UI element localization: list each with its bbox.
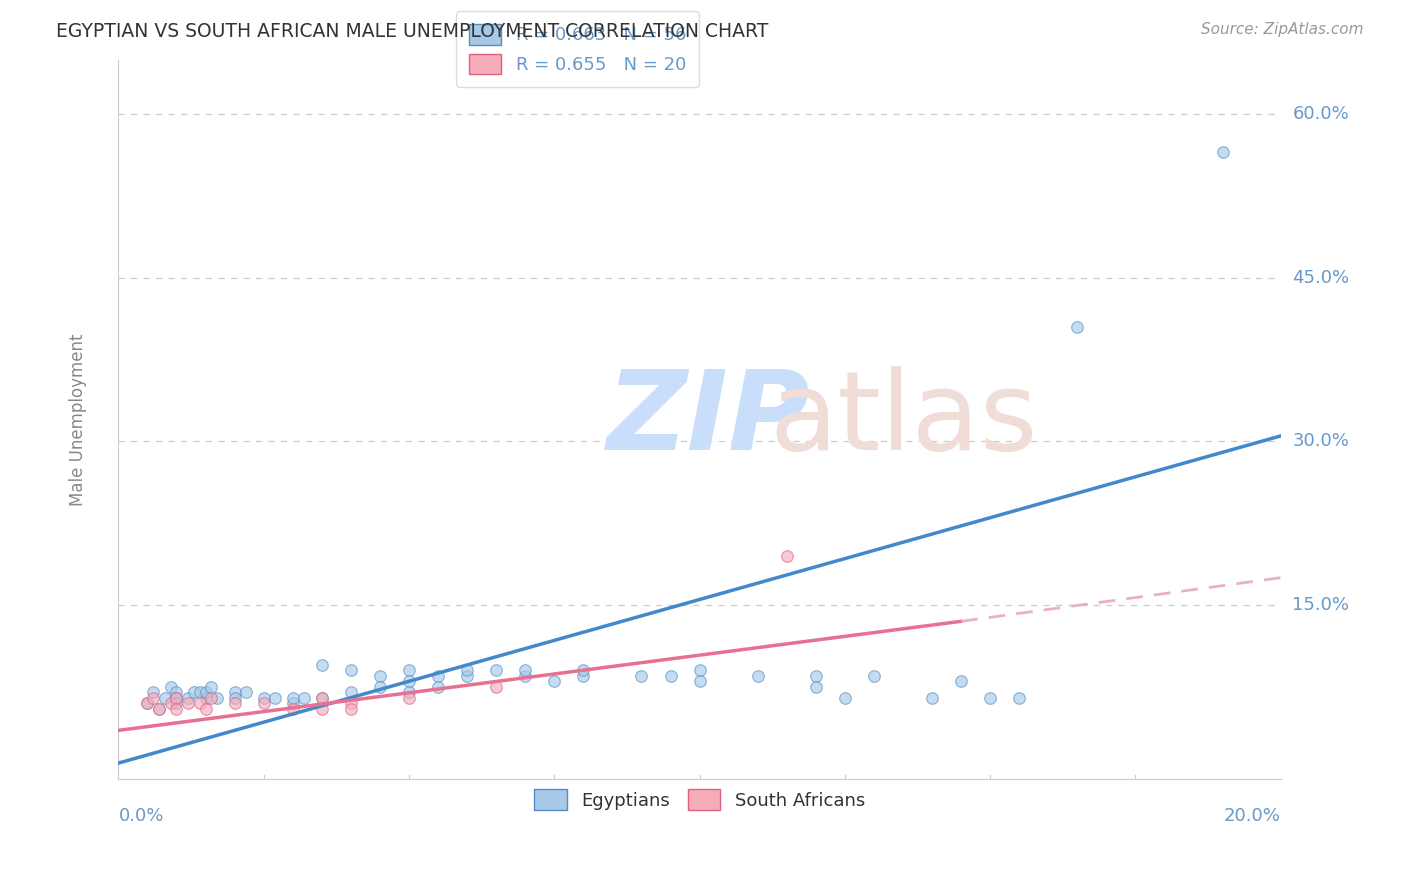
Point xyxy=(515,664,537,678)
Point xyxy=(398,664,420,678)
Point xyxy=(166,685,188,699)
Point xyxy=(398,674,420,689)
Point xyxy=(311,701,333,715)
Text: Male Unemployment: Male Unemployment xyxy=(69,334,87,506)
Text: EGYPTIAN VS SOUTH AFRICAN MALE UNEMPLOYMENT CORRELATION CHART: EGYPTIAN VS SOUTH AFRICAN MALE UNEMPLOYM… xyxy=(56,22,769,41)
Point xyxy=(950,674,973,689)
Point xyxy=(166,701,188,715)
Text: atlas: atlas xyxy=(769,366,1038,473)
Point xyxy=(177,696,200,710)
Point xyxy=(200,690,222,705)
Point xyxy=(485,680,508,694)
Point xyxy=(515,669,537,683)
Point xyxy=(136,696,159,710)
Point xyxy=(281,690,304,705)
Point xyxy=(235,685,257,699)
Point xyxy=(136,696,159,710)
Point xyxy=(159,680,181,694)
Point xyxy=(456,664,478,678)
Point xyxy=(311,690,333,705)
Point xyxy=(804,669,827,683)
Point xyxy=(311,657,333,672)
Legend: Egyptians, South Africans: Egyptians, South Africans xyxy=(527,782,872,817)
Point xyxy=(205,690,228,705)
Point xyxy=(1008,690,1031,705)
Point xyxy=(166,690,188,705)
Point xyxy=(834,690,856,705)
Point xyxy=(194,690,217,705)
Point xyxy=(311,690,333,705)
Point xyxy=(148,701,170,715)
Point xyxy=(166,690,188,705)
Point xyxy=(572,664,595,678)
Point xyxy=(398,685,420,699)
Point xyxy=(188,696,211,710)
Point xyxy=(153,690,176,705)
Point xyxy=(200,680,222,694)
Point xyxy=(224,690,246,705)
Point xyxy=(689,664,711,678)
Point xyxy=(183,685,205,699)
Point xyxy=(292,690,315,705)
Point xyxy=(804,680,827,694)
Point xyxy=(264,690,287,705)
Point xyxy=(427,680,450,694)
Point xyxy=(1212,145,1234,160)
Point xyxy=(543,674,565,689)
Point xyxy=(281,701,304,715)
Text: 0.0%: 0.0% xyxy=(118,806,163,825)
Point xyxy=(630,669,652,683)
Point xyxy=(194,685,217,699)
Point xyxy=(340,696,363,710)
Point xyxy=(776,549,799,563)
Point xyxy=(224,696,246,710)
Text: 45.0%: 45.0% xyxy=(1292,268,1350,286)
Point xyxy=(921,690,943,705)
Point xyxy=(253,690,276,705)
Point xyxy=(188,685,211,699)
Point xyxy=(166,696,188,710)
Point xyxy=(572,669,595,683)
Text: 15.0%: 15.0% xyxy=(1292,596,1350,614)
Text: Source: ZipAtlas.com: Source: ZipAtlas.com xyxy=(1201,22,1364,37)
Point xyxy=(253,696,276,710)
Point xyxy=(194,701,217,715)
Point xyxy=(142,690,165,705)
Point xyxy=(427,669,450,683)
Text: 20.0%: 20.0% xyxy=(1225,806,1281,825)
Point xyxy=(456,669,478,683)
Point xyxy=(979,690,1001,705)
Text: 60.0%: 60.0% xyxy=(1292,105,1350,123)
Point xyxy=(485,664,508,678)
Point xyxy=(340,701,363,715)
Point xyxy=(340,685,363,699)
Point xyxy=(747,669,769,683)
Point xyxy=(1066,319,1088,334)
Text: ZIP: ZIP xyxy=(606,366,810,473)
Point xyxy=(863,669,886,683)
Point xyxy=(659,669,682,683)
Point xyxy=(340,664,363,678)
Point xyxy=(159,696,181,710)
Point xyxy=(368,680,391,694)
Point xyxy=(177,690,200,705)
Point xyxy=(142,685,165,699)
Point xyxy=(368,669,391,683)
Point xyxy=(281,696,304,710)
Point xyxy=(224,685,246,699)
Point xyxy=(148,701,170,715)
Point xyxy=(689,674,711,689)
Point xyxy=(398,690,420,705)
Text: 30.0%: 30.0% xyxy=(1292,433,1350,450)
